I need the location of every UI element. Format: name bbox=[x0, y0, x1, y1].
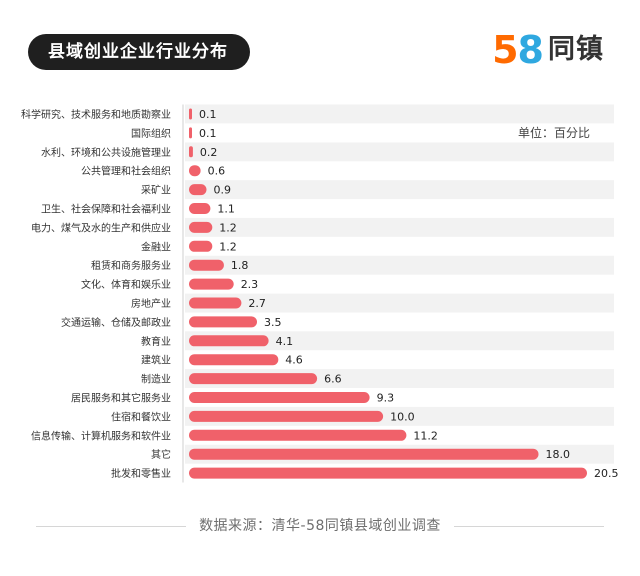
bar bbox=[189, 278, 234, 290]
bar bbox=[189, 240, 213, 252]
category-label: 信息传输、计算机服务和软件业 bbox=[31, 429, 171, 442]
category-label: 住宿和餐饮业 bbox=[111, 410, 171, 423]
chart-title: 县域创业企业行业分布 bbox=[28, 34, 250, 70]
value-label: 0.9 bbox=[214, 184, 232, 197]
footer-divider-left bbox=[36, 526, 186, 527]
category-label: 交通运输、仓储及邮政业 bbox=[61, 316, 171, 329]
row-band bbox=[185, 255, 614, 275]
category-label: 文化、体育和娱乐业 bbox=[81, 278, 171, 291]
category-label: 科学研究、技术服务和地质勘察业 bbox=[21, 108, 171, 121]
bar bbox=[189, 354, 279, 366]
bar bbox=[189, 429, 407, 441]
value-label: 9.3 bbox=[377, 392, 395, 405]
bar bbox=[189, 259, 224, 271]
brand-logo: 5 8 同镇 bbox=[492, 30, 604, 70]
category-label: 房地产业 bbox=[131, 297, 171, 310]
bar bbox=[189, 448, 539, 460]
value-label: 2.3 bbox=[241, 278, 259, 291]
bar bbox=[189, 335, 269, 347]
logo-text: 同镇 bbox=[548, 34, 604, 65]
data-source: 数据来源：清华-58同镇县域创业调查 bbox=[199, 518, 441, 534]
category-label: 公共管理和社会组织 bbox=[81, 165, 171, 178]
category-label: 国际组织 bbox=[131, 127, 171, 140]
category-label: 卫生、社会保障和社会福利业 bbox=[41, 203, 171, 216]
bar bbox=[189, 392, 370, 403]
category-label: 租赁和商务服务业 bbox=[91, 259, 171, 272]
bar bbox=[189, 184, 207, 196]
category-label: 教育业 bbox=[141, 335, 171, 348]
row-band bbox=[185, 331, 614, 351]
category-label: 采矿业 bbox=[141, 184, 171, 197]
bar bbox=[189, 316, 257, 328]
bar bbox=[189, 127, 192, 139]
value-label: 6.6 bbox=[324, 373, 342, 386]
bar bbox=[189, 203, 211, 214]
logo-digit-5: 5 bbox=[492, 28, 519, 72]
bar bbox=[189, 410, 384, 422]
category-label: 制造业 bbox=[141, 373, 171, 386]
bar bbox=[189, 108, 192, 120]
value-label: 4.6 bbox=[285, 354, 303, 367]
value-label: 20.5 bbox=[594, 467, 619, 480]
bar bbox=[189, 373, 318, 385]
category-label: 批发和零售业 bbox=[111, 467, 171, 480]
category-label: 建筑业 bbox=[141, 354, 171, 367]
value-label: 0.6 bbox=[208, 165, 226, 178]
row-band bbox=[185, 293, 614, 313]
row-band bbox=[185, 180, 614, 200]
value-label: 0.1 bbox=[199, 108, 217, 121]
value-label: 3.5 bbox=[264, 316, 282, 329]
value-label: 10.0 bbox=[390, 410, 415, 423]
bar-chart: 单位：百分比 科学研究、技术服务和地质勘察业 0.1 国际组织 0.1 水利、环境和公共设… bbox=[21, 104, 619, 483]
value-label: 18.0 bbox=[546, 448, 571, 461]
category-label: 水利、环境和公共设施管理业 bbox=[41, 146, 171, 159]
row-band bbox=[185, 104, 614, 124]
value-label: 2.7 bbox=[248, 297, 266, 310]
value-label: 0.2 bbox=[200, 146, 218, 159]
bar bbox=[189, 165, 201, 177]
logo-digit-8: 8 bbox=[517, 28, 544, 72]
bar bbox=[189, 467, 587, 479]
bar bbox=[189, 297, 242, 309]
value-label: 1.2 bbox=[219, 240, 237, 253]
footer-divider-right bbox=[454, 526, 604, 527]
row-band bbox=[185, 217, 614, 237]
category-label: 居民服务和其它服务业 bbox=[71, 392, 171, 405]
unit-label: 单位：百分比 bbox=[518, 125, 590, 140]
bar bbox=[189, 146, 193, 158]
category-label: 其它 bbox=[151, 448, 171, 461]
value-label: 4.1 bbox=[276, 335, 294, 348]
value-label: 11.2 bbox=[413, 429, 438, 442]
row-band bbox=[185, 142, 614, 162]
category-label: 电力、煤气及水的生产和供应业 bbox=[31, 221, 171, 234]
bar bbox=[189, 221, 213, 233]
value-label: 1.2 bbox=[219, 221, 237, 234]
value-label: 1.1 bbox=[217, 203, 235, 216]
category-label: 金融业 bbox=[141, 240, 171, 253]
value-label: 0.1 bbox=[199, 127, 217, 140]
value-label: 1.8 bbox=[231, 259, 249, 272]
